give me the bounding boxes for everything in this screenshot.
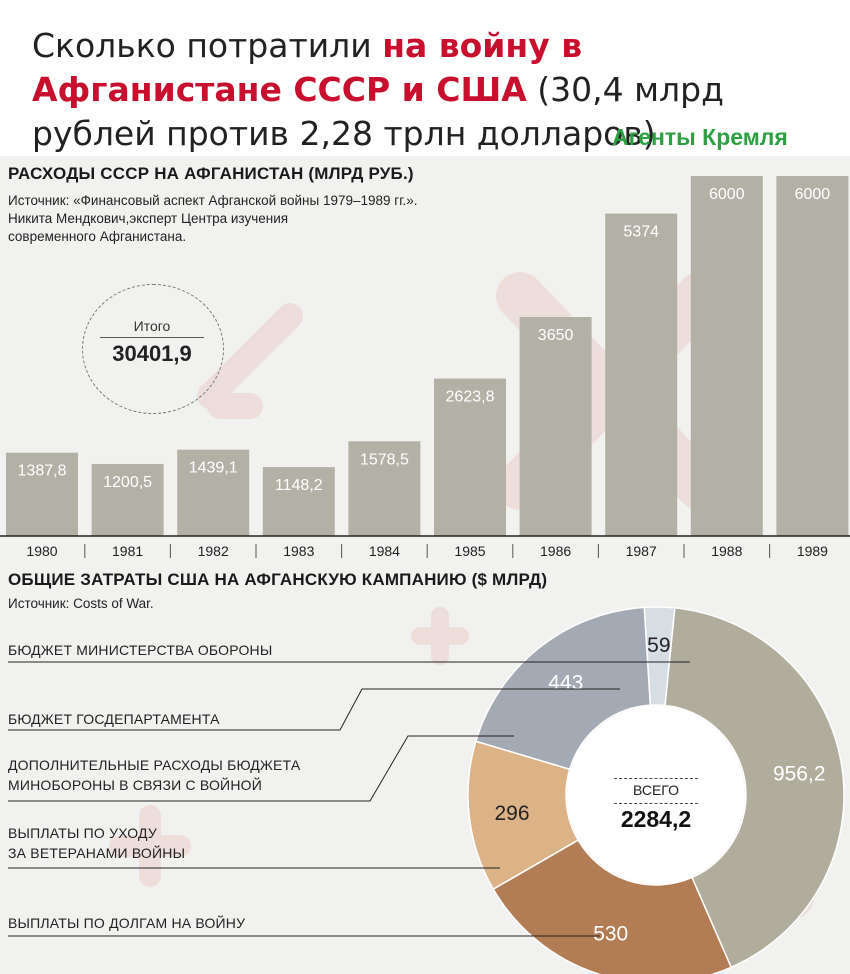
- bar-value-label: 1387,8: [18, 463, 67, 480]
- x-tick-label: 1988: [711, 543, 742, 559]
- donut-slice-interest_on_debt: [492, 839, 733, 974]
- leader-line: [8, 688, 620, 731]
- chart1-source-line: Источник: «Финансовый аспект Афганской в…: [8, 193, 418, 208]
- bar: [434, 378, 506, 536]
- donut-hole: [567, 706, 745, 884]
- chart1-source: Источник: «Финансовый аспект Афганской в…: [8, 192, 548, 246]
- x-tick-label: 1984: [369, 543, 400, 559]
- leader-line: [8, 735, 514, 802]
- brand-watermark: Агенты Кремля: [612, 124, 788, 150]
- total-circle: [82, 284, 224, 414]
- bar: [6, 452, 78, 536]
- x-tick-label: 1983: [283, 543, 314, 559]
- label-veterans: ВЫПЛАТЫ ПО УХОДУ ЗА ВЕТЕРАНАМИ ВОЙНЫ: [8, 823, 185, 863]
- bar-value-label: 1578,5: [360, 451, 409, 468]
- chart1-title: РАСХОДЫ СССР НА АФГАНИСТАН (МЛРД РУБ.): [8, 164, 414, 183]
- bar-value-label: 6000: [709, 186, 745, 203]
- headline-highlight: на войну в Афганистане СССР и США: [32, 26, 583, 109]
- donut-slice-war_related_dod: [474, 606, 652, 771]
- bar: [177, 449, 250, 536]
- donut-value-label: 59: [647, 634, 670, 657]
- bar: [776, 176, 849, 536]
- donut-value-label: 443: [548, 671, 583, 694]
- bar-value-label: 6000: [795, 186, 831, 203]
- bar-value-label: 1200,5: [103, 474, 152, 491]
- label-dod-budget: БЮДЖЕТ МИНИСТЕРСТВА ОБОРОНЫ: [8, 642, 273, 658]
- chart1-source-line: современного Афганистана.: [8, 229, 187, 244]
- total-value: 30401,9: [112, 341, 192, 366]
- chart2-source: Источник: Costs of War.: [8, 596, 154, 611]
- chart1-source-line: Никита Мендкович,эксперт Центра изучения: [8, 211, 289, 226]
- ussr-bar-chart: 1387,8 1980 1200,5 1981 1439,1 1982 1148,2 1983…: [0, 176, 850, 559]
- x-tick-label: 1980: [26, 543, 57, 559]
- donut-value-label: 296: [494, 802, 529, 825]
- donut-value-label: 956,2: [773, 763, 826, 786]
- donut-total-value: 2284,2: [620, 806, 692, 832]
- label-line: ДОПОЛНИТЕЛЬНЫЕ РАСХОДЫ БЮДЖЕТА: [8, 757, 301, 773]
- headline-text-end: (30,4 млрд рублей против 2,28 трлн долла…: [32, 70, 724, 153]
- donut-total-label: ВСЕГО: [632, 782, 679, 798]
- usa-donut-chart: 956,2 530 296 443 59: [8, 606, 845, 974]
- label-interest: ВЫПЛАТЫ ПО ДОЛГАМ НА ВОЙНУ: [8, 915, 246, 931]
- bar: [91, 463, 164, 536]
- x-tick-label: 1981: [112, 543, 143, 559]
- x-tick-label: 1982: [198, 543, 229, 559]
- headline-text: Сколько потратили: [32, 26, 383, 65]
- x-tick-label: 1985: [454, 543, 485, 559]
- headline: Сколько потратили на войну в Афганистане…: [32, 24, 832, 156]
- bar-value-label: 1439,1: [189, 460, 238, 477]
- donut-slice-state_dept: [643, 606, 676, 707]
- x-tick-label: 1987: [626, 543, 657, 559]
- donut-slice-dod_budget: [664, 607, 845, 969]
- label-line: ВЫПЛАТЫ ПО УХОДУ: [8, 825, 157, 841]
- bar-value-label: 2623,8: [446, 389, 495, 406]
- label-state-dept: БЮДЖЕТ ГОСДЕПАРТАМЕНТА: [8, 711, 220, 727]
- x-tick-label: 1989: [797, 543, 828, 559]
- bar: [690, 176, 763, 536]
- donut-total-rule: [614, 803, 698, 804]
- label-war-related: ДОПОЛНИТЕЛЬНЫЕ РАСХОДЫ БЮДЖЕТА МИНОБОРОН…: [8, 755, 300, 795]
- bar: [262, 467, 335, 536]
- label-line: ЗА ВЕТЕРАНАМИ ВОЙНЫ: [8, 845, 186, 861]
- bar: [605, 213, 678, 536]
- bar-value-label: 1148,2: [275, 477, 323, 494]
- bar: [519, 317, 592, 536]
- bar-value-label: 3650: [538, 327, 574, 344]
- x-tick-label: 1986: [540, 543, 571, 559]
- label-line: МИНОБОРОНЫ В СВЯЗИ С ВОЙНОЙ: [8, 777, 262, 793]
- donut-total-rule: [614, 778, 698, 779]
- bar: [348, 441, 421, 536]
- total-divider: [100, 337, 204, 338]
- chart2-title: ОБЩИЕ ЗАТРАТЫ США НА АФГАНСКУЮ КАМПАНИЮ …: [8, 570, 548, 589]
- total-label: Итого: [133, 318, 171, 334]
- bar-value-label: 5374: [623, 224, 659, 241]
- donut-value-label: 530: [593, 923, 628, 946]
